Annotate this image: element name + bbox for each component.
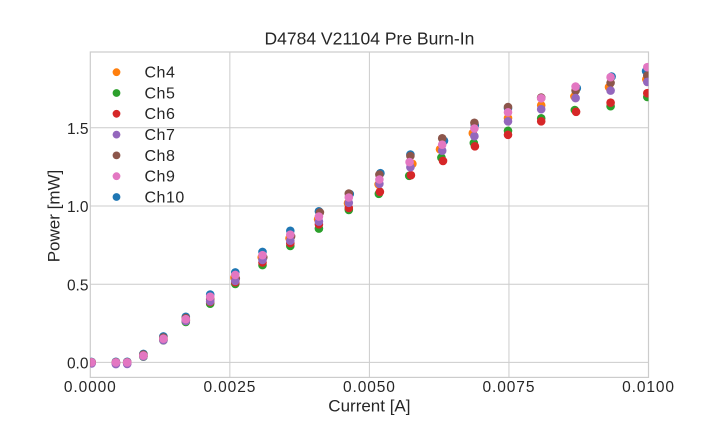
svg-text:Ch6: Ch6: [145, 106, 176, 123]
svg-text:0.5: 0.5: [67, 277, 89, 294]
svg-text:Ch7: Ch7: [145, 127, 176, 144]
svg-text:Current [A]: Current [A]: [328, 397, 410, 416]
svg-text:0.0000: 0.0000: [64, 379, 117, 396]
svg-text:0.0100: 0.0100: [622, 379, 675, 396]
svg-text:1.0: 1.0: [67, 199, 89, 216]
svg-text:0.0075: 0.0075: [483, 379, 536, 396]
svg-text:Ch9: Ch9: [145, 169, 176, 186]
svg-text:Power [mW]: Power [mW]: [45, 170, 64, 263]
svg-text:Ch10: Ch10: [145, 189, 185, 206]
svg-text:Ch4: Ch4: [145, 65, 176, 82]
svg-text:0.0025: 0.0025: [203, 379, 256, 396]
svg-text:Ch5: Ch5: [145, 85, 176, 102]
svg-text:0.0050: 0.0050: [343, 379, 396, 396]
svg-text:1.5: 1.5: [67, 121, 89, 138]
svg-text:0.0: 0.0: [67, 356, 89, 373]
svg-text:D4784 V21104 Pre Burn-In: D4784 V21104 Pre Burn-In: [264, 29, 474, 49]
svg-text:Ch8: Ch8: [145, 148, 176, 165]
